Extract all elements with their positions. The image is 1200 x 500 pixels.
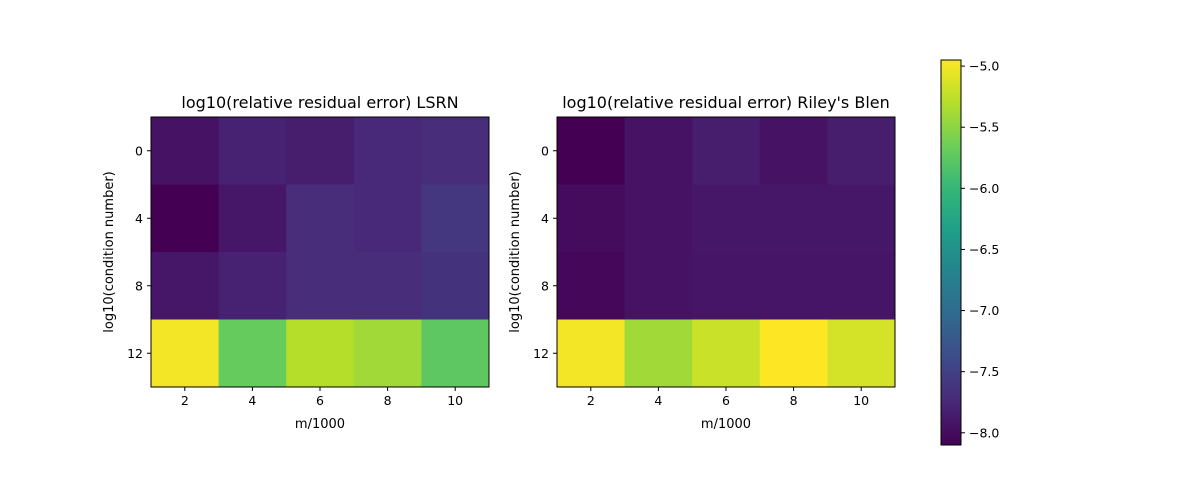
colorbar-tick-label: −8.0 [969,425,999,440]
y-tick-label: 12 [127,346,143,361]
y-ticks: 0 4 8 12 [127,143,151,361]
colorbar-tick-label: −7.5 [969,364,999,379]
y-tick-label: 4 [541,211,549,226]
heatmap-cell [151,252,220,320]
heatmap-cell [353,184,422,253]
colorbar-tick-label: −5.0 [969,59,999,74]
x-axis-label: m/1000 [701,417,751,432]
y-tick-label: 8 [541,278,549,293]
heatmap-cell [218,184,287,253]
x-axis-label: m/1000 [295,417,345,432]
heatmap-cell [557,117,626,185]
colorbar: −5.0 −5.5 −6.0 −6.5 −7.0 −7.5 −8.0 [940,59,999,446]
heatmap-cell [624,252,693,320]
y-tick-label: 8 [135,278,143,293]
chart-title: log10(relative residual error) LSRN [181,93,458,112]
x-ticks: 2 4 6 8 10 [587,387,869,408]
heatmap-cell [759,319,828,388]
heatmap-cell [759,117,828,185]
x-tick-label: 10 [853,393,869,408]
heatmap-cell [624,117,693,185]
y-axis-label: log10(condition number) [102,171,117,332]
heatmap-cell [624,184,693,253]
heatmap-cell [692,252,761,320]
y-tick-label: 4 [135,211,143,226]
heatmap-cell [421,117,490,185]
chart-title: log10(relative residual error) Riley's B… [562,93,890,112]
heatmap-cell [218,117,287,185]
heatmap-cell [218,319,287,388]
heatmap-cell [692,117,761,185]
heatmap-cell [286,252,355,320]
colorbar-tick-label: −6.0 [969,181,999,196]
x-tick-label: 10 [447,393,463,408]
heatmap-cell [353,117,422,185]
heatmap-cell [421,184,490,253]
colorbar-frame [940,59,962,446]
heatmap-cell [759,252,828,320]
heatmap-panel-lsrn: 2 4 6 8 10 0 4 8 12 log10(relative residual err… [102,93,490,432]
heatmap-cell [151,117,220,185]
heatmap-cells [151,117,490,388]
colorbar-tick-label: −7.0 [969,303,999,318]
heatmap-cell [692,319,761,388]
x-ticks: 2 4 6 8 10 [181,387,463,408]
heatmap-cell [286,319,355,388]
heatmap-cell [151,184,220,253]
y-ticks: 0 4 8 12 [533,143,557,361]
x-tick-label: 4 [248,393,256,408]
heatmap-cell [286,117,355,185]
heatmap-cells [557,117,896,388]
heatmap-cell [827,319,896,388]
heatmap-cell [286,184,355,253]
heatmap-cell [624,319,693,388]
heatmap-cell [353,252,422,320]
heatmap-cell [557,184,626,253]
x-tick-label: 6 [316,393,324,408]
x-tick-label: 4 [654,393,662,408]
heatmap-cell [421,252,490,320]
x-tick-label: 2 [587,393,595,408]
colorbar-gradient [941,60,961,445]
heatmap-cell [557,319,626,388]
heatmap-cell [759,184,828,253]
heatmap-cell [827,184,896,253]
colorbar-tick-label: −6.5 [969,242,999,257]
heatmap-cell [692,184,761,253]
heatmap-cell [218,252,287,320]
y-tick-label: 12 [533,346,549,361]
y-tick-label: 0 [541,143,549,158]
heatmap-cell [827,117,896,185]
x-tick-label: 8 [790,393,798,408]
y-axis-label: log10(condition number) [508,171,523,332]
x-tick-label: 8 [384,393,392,408]
colorbar-tick-label: −5.5 [969,120,999,135]
y-tick-label: 0 [135,143,143,158]
heatmap-cell [827,252,896,320]
x-tick-label: 6 [722,393,730,408]
heatmap-panel-riley: 2 4 6 8 10 0 4 8 12 log10(relative residual err… [508,93,896,432]
heatmap-cell [151,319,220,388]
heatmap-cell [353,319,422,388]
heatmap-cell [557,252,626,320]
heatmap-cell [421,319,490,388]
x-tick-label: 2 [181,393,189,408]
colorbar-ticks: −5.0 −5.5 −6.0 −6.5 −7.0 −7.5 −8.0 [961,59,999,440]
